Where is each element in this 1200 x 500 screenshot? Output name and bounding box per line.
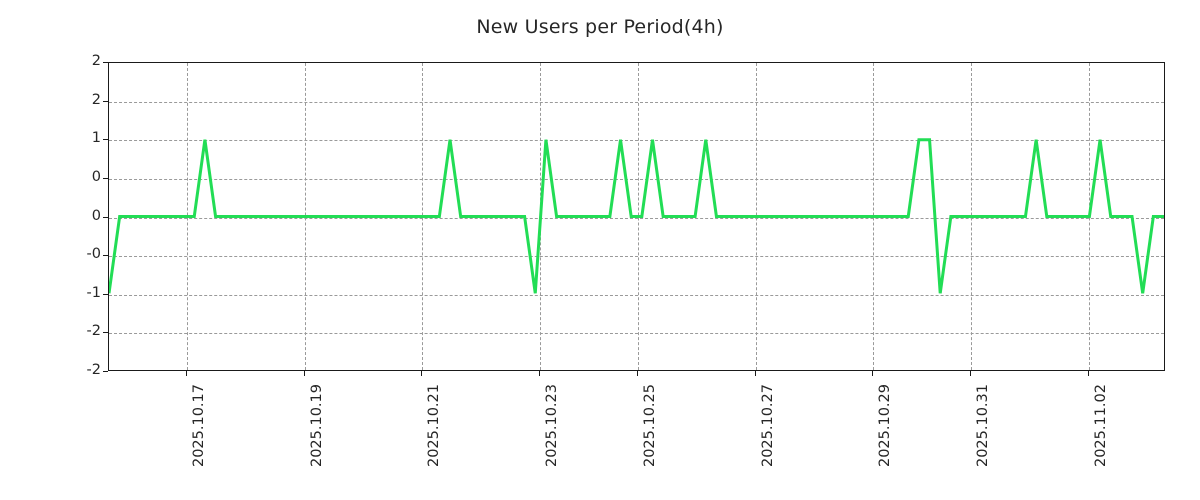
x-tick-label: 2025.11.02 — [1093, 384, 1109, 468]
x-tick-label: 2025.10.31 — [975, 384, 991, 468]
y-tick-label: -1 — [86, 284, 101, 301]
data-series-line — [109, 63, 1164, 370]
y-tick-mark — [103, 177, 108, 179]
y-tick-label: -2 — [86, 362, 101, 378]
y-tick-mark — [103, 371, 108, 372]
y-tick-label: 0 — [91, 207, 101, 224]
x-tick-label: 2025.10.25 — [642, 384, 658, 468]
x-tick-mark — [421, 371, 422, 376]
x-tick-mark — [539, 371, 540, 376]
plot-area — [108, 62, 1165, 371]
y-tick-mark — [103, 293, 108, 295]
x-tick-mark — [1088, 371, 1089, 376]
x-tick-label: 2025.10.27 — [760, 384, 776, 468]
y-tick-label: 1 — [91, 130, 101, 147]
x-tick-mark — [755, 371, 756, 376]
x-tick-label: 2025.10.17 — [191, 384, 207, 468]
x-tick-label: 2025.10.19 — [309, 384, 325, 468]
x-tick-mark — [970, 371, 971, 376]
x-tick-mark — [872, 371, 873, 376]
page-title: New Users per Period(4h) — [476, 16, 724, 38]
y-tick-label: -2 — [86, 323, 101, 340]
y-tick-label: -0 — [86, 246, 101, 263]
y-tick-mark — [103, 255, 108, 257]
y-tick-mark — [103, 332, 108, 334]
y-tick-label: 0 — [91, 168, 101, 185]
y-tick-label: 2 — [91, 91, 101, 108]
y-tick-mark — [103, 62, 108, 63]
y-tick-label: 2 — [91, 53, 101, 69]
y-tick-mark — [103, 100, 108, 102]
x-tick-mark — [637, 371, 638, 376]
x-tick-mark — [186, 371, 187, 376]
x-tick-mark — [304, 371, 305, 376]
y-tick-mark — [103, 216, 108, 218]
x-tick-label: 2025.10.21 — [426, 384, 442, 468]
y-tick-mark — [103, 139, 108, 141]
x-tick-label: 2025.10.23 — [544, 384, 560, 468]
x-tick-label: 2025.10.29 — [877, 384, 893, 468]
